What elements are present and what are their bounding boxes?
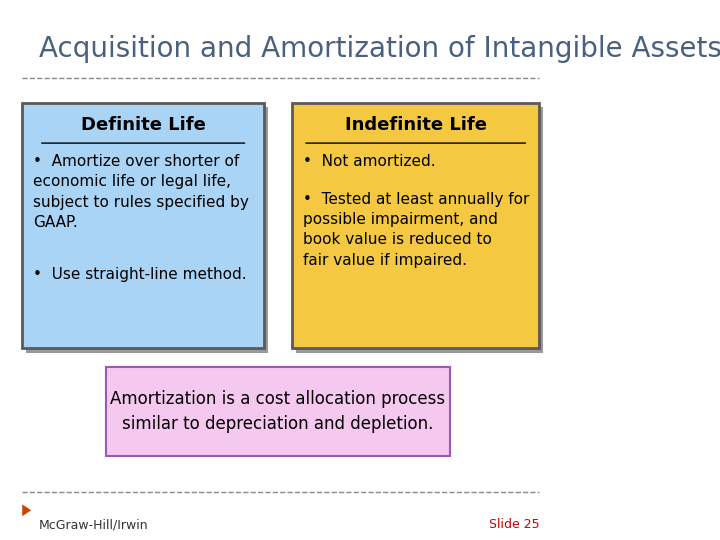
Text: Slide 25: Slide 25 — [489, 518, 539, 531]
FancyBboxPatch shape — [106, 367, 451, 456]
FancyBboxPatch shape — [22, 103, 264, 348]
Text: Definite Life: Definite Life — [81, 116, 206, 134]
Polygon shape — [22, 504, 31, 516]
Text: Amortization is a cost allocation process
similar to depreciation and depletion.: Amortization is a cost allocation proces… — [110, 390, 446, 433]
Text: McGraw-Hill/Irwin: McGraw-Hill/Irwin — [39, 518, 148, 531]
FancyBboxPatch shape — [296, 107, 544, 353]
Text: •  Not amortized.: • Not amortized. — [303, 154, 436, 169]
FancyBboxPatch shape — [26, 107, 268, 353]
Text: Indefinite Life: Indefinite Life — [345, 116, 487, 134]
Text: Acquisition and Amortization of Intangible Assets: Acquisition and Amortization of Intangib… — [39, 35, 720, 63]
FancyBboxPatch shape — [292, 103, 539, 348]
Text: •  Amortize over shorter of
economic life or legal life,
subject to rules specif: • Amortize over shorter of economic life… — [33, 154, 249, 230]
Text: •  Use straight-line method.: • Use straight-line method. — [33, 267, 247, 282]
Text: •  Tested at least annually for
possible impairment, and
book value is reduced t: • Tested at least annually for possible … — [303, 192, 529, 268]
